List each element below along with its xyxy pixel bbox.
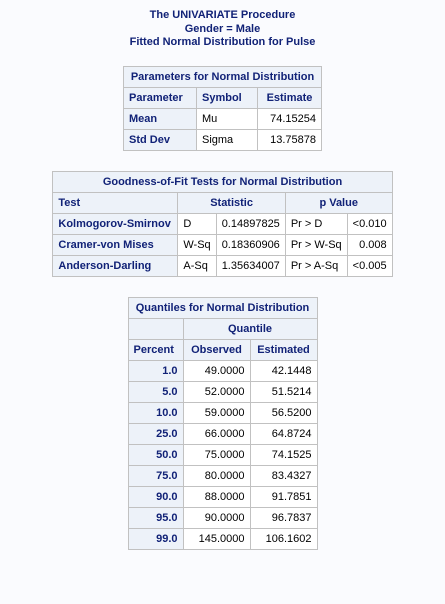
report-titles: The UNIVARIATE Procedure Gender = Male F… [0, 9, 445, 50]
header-symbol: Symbol [196, 86, 258, 109]
stat-name-cell: D [177, 212, 217, 235]
table-row: Mean Mu 74.15254 [123, 107, 322, 130]
table-row: Std Dev Sigma 13.75878 [123, 128, 322, 151]
percent-cell: 90.0 [127, 485, 184, 508]
estimate-cell: 13.75878 [257, 128, 322, 151]
stat-value-cell: 1.35634007 [215, 254, 286, 277]
percent-cell: 50.0 [127, 443, 184, 466]
percent-cell: 25.0 [127, 422, 184, 445]
header-statistic: Statistic [177, 191, 286, 214]
observed-cell: 80.0000 [182, 464, 251, 487]
observed-cell: 66.0000 [182, 422, 251, 445]
table-row: 90.0 88.0000 91.7851 [127, 485, 318, 508]
parameters-table: Parameters for Normal Distribution Param… [123, 65, 322, 151]
p-name-cell: Pr > A-Sq [284, 254, 348, 277]
estimated-cell: 91.7851 [249, 485, 318, 508]
header-quantile: Quantile [182, 317, 318, 340]
header-observed: Observed [182, 338, 251, 361]
observed-cell: 75.0000 [182, 443, 251, 466]
by-group-title: Gender = Male [184, 22, 261, 35]
header-test: Test [52, 191, 179, 214]
quantiles-table: Quantiles for Normal Distribution Quanti… [127, 296, 318, 550]
quantiles-caption: Quantiles for Normal Distribution [127, 296, 318, 318]
estimated-cell: 96.7837 [249, 506, 318, 529]
gof-header-row: Test Statistic p Value [52, 191, 393, 214]
estimated-cell: 51.5214 [249, 380, 318, 403]
table-row: 99.0 145.0000 106.1602 [127, 527, 318, 550]
p-value-cell: 0.008 [346, 233, 393, 256]
header-parameter: Parameter [123, 86, 197, 109]
observed-cell: 49.0000 [182, 359, 251, 382]
header-estimated: Estimated [249, 338, 318, 361]
estimated-cell: 64.8724 [249, 422, 318, 445]
observed-cell: 52.0000 [182, 380, 251, 403]
observed-cell: 59.0000 [182, 401, 251, 424]
subtitle: Fitted Normal Distribution for Pulse [129, 36, 316, 48]
table-row: 10.0 59.0000 56.5200 [127, 401, 318, 424]
row-header: Std Dev [123, 128, 197, 151]
table-row: Cramer-von Mises W-Sq 0.18360906 Pr > W-… [52, 233, 393, 256]
row-header: Mean [123, 107, 197, 130]
percent-cell: 99.0 [127, 527, 184, 550]
p-value-cell: <0.005 [346, 254, 393, 277]
gof-caption: Goodness-of-Fit Tests for Normal Distrib… [52, 170, 393, 192]
stat-value-cell: 0.14897825 [215, 212, 286, 235]
header-estimate: Estimate [257, 86, 322, 109]
table-row: 5.0 52.0000 51.5214 [127, 380, 318, 403]
header-pvalue: p Value [284, 191, 393, 214]
p-name-cell: Pr > D [284, 212, 348, 235]
percent-cell: 5.0 [127, 380, 184, 403]
symbol-cell: Mu [196, 107, 258, 130]
observed-cell: 88.0000 [182, 485, 251, 508]
p-name-cell: Pr > W-Sq [284, 233, 348, 256]
observed-cell: 90.0000 [182, 506, 251, 529]
parameters-caption: Parameters for Normal Distribution [123, 65, 322, 87]
percent-cell: 75.0 [127, 464, 184, 487]
observed-cell: 145.0000 [182, 527, 251, 550]
row-header: Kolmogorov-Smirnov [52, 212, 179, 235]
estimated-cell: 74.1525 [249, 443, 318, 466]
estimated-cell: 56.5200 [249, 401, 318, 424]
quantiles-spanner-row: Quantile [127, 317, 318, 340]
percent-cell: 10.0 [127, 401, 184, 424]
row-header: Cramer-von Mises [52, 233, 179, 256]
stat-value-cell: 0.18360906 [215, 233, 286, 256]
p-value-cell: <0.010 [346, 212, 393, 235]
estimated-cell: 106.1602 [249, 527, 318, 550]
table-row: 1.0 49.0000 42.1448 [127, 359, 318, 382]
header-percent: Percent [127, 338, 184, 361]
quantiles-header-row: Percent Observed Estimated [127, 338, 318, 361]
symbol-cell: Sigma [196, 128, 258, 151]
estimated-cell: 42.1448 [249, 359, 318, 382]
estimated-cell: 83.4327 [249, 464, 318, 487]
goodness-of-fit-table: Goodness-of-Fit Tests for Normal Distrib… [52, 170, 393, 277]
table-row: 95.0 90.0000 96.7837 [127, 506, 318, 529]
procedure-title: The UNIVARIATE Procedure [149, 9, 296, 21]
table-row: 25.0 66.0000 64.8724 [127, 422, 318, 445]
percent-cell: 1.0 [127, 359, 184, 382]
row-header: Anderson-Darling [52, 254, 179, 277]
parameters-header-row: Parameter Symbol Estimate [123, 86, 322, 109]
spanner-blank [127, 317, 184, 340]
stat-name-cell: A-Sq [177, 254, 217, 277]
table-row: 50.0 75.0000 74.1525 [127, 443, 318, 466]
table-row: Kolmogorov-Smirnov D 0.14897825 Pr > D <… [52, 212, 393, 235]
estimate-cell: 74.15254 [257, 107, 322, 130]
table-row: 75.0 80.0000 83.4327 [127, 464, 318, 487]
stat-name-cell: W-Sq [177, 233, 217, 256]
table-row: Anderson-Darling A-Sq 1.35634007 Pr > A-… [52, 254, 393, 277]
percent-cell: 95.0 [127, 506, 184, 529]
